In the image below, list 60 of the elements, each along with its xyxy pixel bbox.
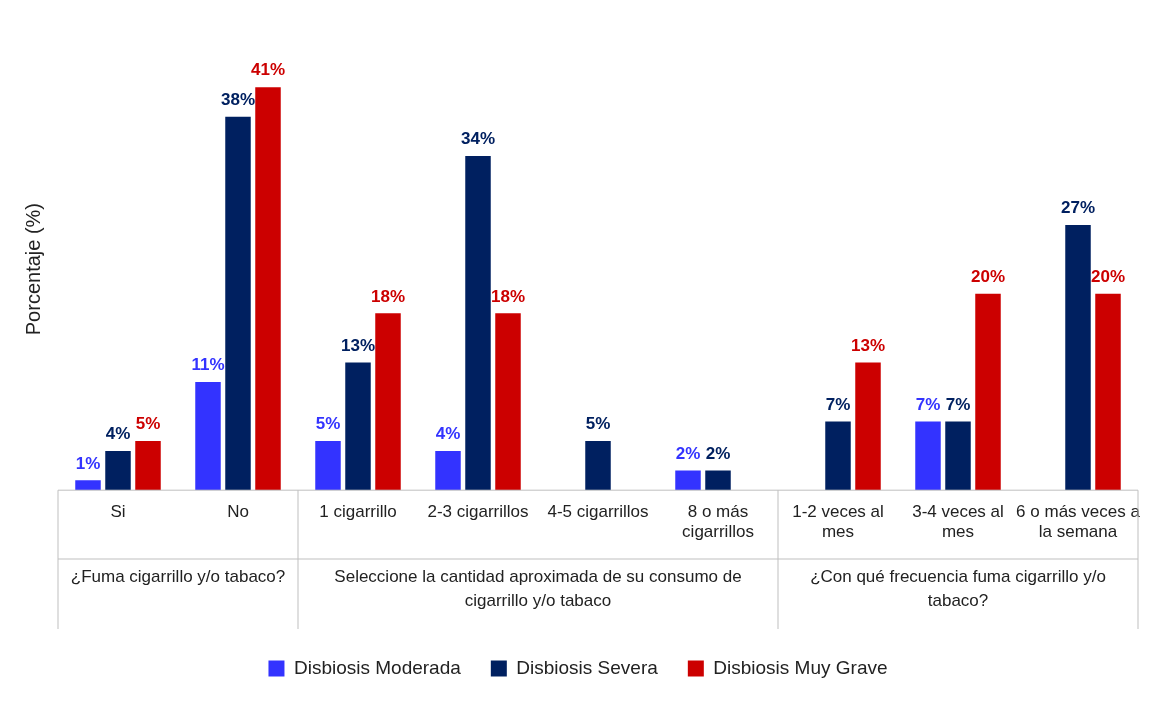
x-tick-label: 1-2 veces al mes xyxy=(792,502,884,542)
bar xyxy=(255,87,281,491)
bar xyxy=(915,421,941,491)
data-label: 7% xyxy=(915,394,941,414)
y-axis-title: Porcentaje (%) xyxy=(21,202,44,336)
x-tick-label: Si xyxy=(110,502,126,522)
data-label: 2% xyxy=(675,443,701,463)
bar xyxy=(435,450,461,491)
bar xyxy=(705,470,731,491)
data-label: 13% xyxy=(340,335,376,355)
x-tick-label: 4-5 cigarrillos xyxy=(547,502,649,522)
data-label: 38% xyxy=(220,89,256,109)
bar xyxy=(225,116,251,491)
data-label: 5% xyxy=(135,414,161,434)
bar xyxy=(375,313,401,491)
data-label: 20% xyxy=(1090,266,1126,286)
bar xyxy=(585,441,611,491)
text: Seleccione la cantidad aproximada de su consumo de cigarrillo y/o tabaco xyxy=(334,567,742,611)
bar xyxy=(825,421,851,491)
x-tick-label: 1 cigarrillo xyxy=(319,502,397,522)
bar xyxy=(315,441,341,491)
legend-label: Disbiosis Moderada xyxy=(293,656,462,678)
bar xyxy=(75,480,101,491)
bar xyxy=(465,156,491,491)
bar xyxy=(495,313,521,491)
bar xyxy=(1095,293,1121,491)
data-label: 20% xyxy=(970,266,1006,286)
data-label: 1% xyxy=(75,453,101,473)
x-tick-label: 2-3 cigarrillos xyxy=(427,502,529,522)
data-label: 5% xyxy=(585,414,611,434)
data-label: 4% xyxy=(435,424,461,444)
legend-label: Disbiosis Muy Grave xyxy=(713,656,888,678)
bar xyxy=(105,450,131,491)
data-label: 41% xyxy=(250,60,286,80)
data-label: 18% xyxy=(490,286,526,306)
data-label: 7% xyxy=(825,394,851,414)
bar xyxy=(945,421,971,491)
text: ¿Fuma cigarrillo y/o tabaco? xyxy=(70,567,286,587)
data-label: 11% xyxy=(191,355,225,375)
data-label: 27% xyxy=(1060,198,1096,218)
data-label: 7% xyxy=(945,394,971,414)
bar xyxy=(675,470,701,491)
x-tick-label: 6 o más veces a la semana xyxy=(1016,502,1141,542)
bar xyxy=(855,362,881,491)
data-label: 18% xyxy=(370,286,406,306)
text: ¿Con qué frecuencia fuma cigarrillo y/o tabaco? xyxy=(810,567,1106,611)
x-tick-label: No xyxy=(227,502,249,522)
bar xyxy=(975,293,1001,491)
data-label: 13% xyxy=(850,335,886,355)
data-label: 5% xyxy=(315,414,341,434)
data-label: 34% xyxy=(460,129,496,149)
bar xyxy=(135,441,161,491)
bar xyxy=(195,382,221,491)
bar xyxy=(1065,224,1091,491)
bar xyxy=(345,362,371,491)
x-tick-label: 8 o más cigarrillos xyxy=(682,502,754,542)
data-label: 4% xyxy=(105,424,131,444)
x-tick-label: 3-4 veces al mes xyxy=(912,502,1004,542)
data-label: 2% xyxy=(705,443,731,463)
legend-label: Disbiosis Severa xyxy=(516,656,659,678)
